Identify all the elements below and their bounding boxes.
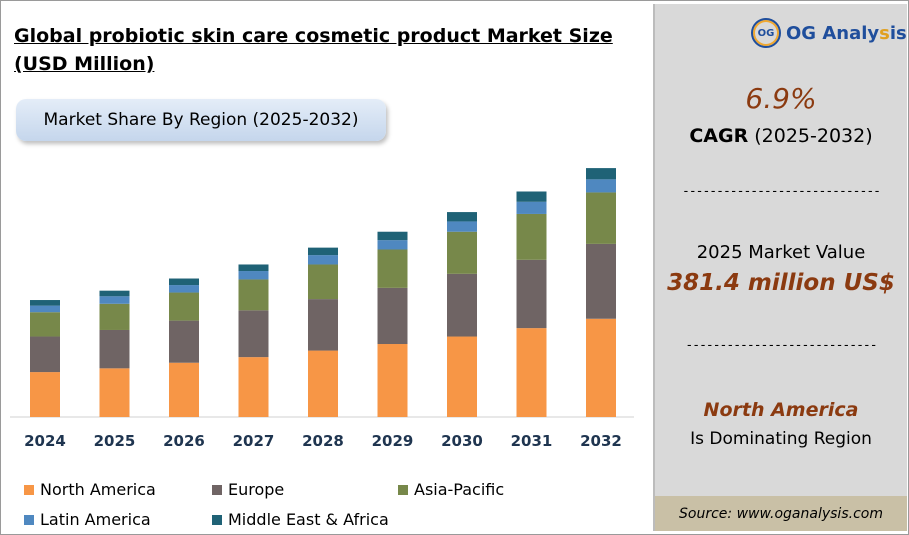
bar-2030-series-2 — [447, 231, 477, 274]
legend-swatch-2 — [398, 484, 408, 495]
bar-2025-series-2 — [99, 303, 130, 330]
bar-2025-series-4 — [99, 290, 130, 297]
bar-2031-series-0 — [516, 328, 547, 417]
bar-2029-series-0 — [377, 344, 408, 417]
market-value: 381.4 million US$ — [667, 270, 895, 296]
bar-2024-series-3 — [30, 305, 60, 313]
bar-2031-series-3 — [516, 201, 547, 214]
divider-1: ----------------------------- — [682, 184, 881, 199]
x-tick-label-2026: 2026 — [163, 432, 205, 450]
bar-2032-series-3 — [586, 179, 616, 193]
bar-2024-series-4 — [30, 300, 60, 306]
bar-2026-series-3 — [169, 285, 199, 293]
region-share-label: Market Share By Region (2025-2032) — [43, 110, 359, 130]
legend-label-2: Asia-Pacific — [414, 480, 505, 499]
bar-2026-series-2 — [169, 292, 199, 321]
stacked-bar-chart: 2024 2025 2026 2027 2028 2029 2030 2031 2032 — [10, 168, 634, 450]
legend-label-4: Middle East & Africa — [228, 510, 389, 529]
divider-2: ---------------------------- — [685, 338, 877, 353]
x-tick-label-2024: 2024 — [24, 432, 66, 450]
bar-2027-series-1 — [238, 310, 269, 358]
og-analysis-logo: OG OG Analy s is — [751, 18, 907, 48]
bar-2028-series-2 — [308, 264, 338, 300]
x-tick-label-2032: 2032 — [580, 432, 622, 450]
market-value-label: 2025 Market Value — [696, 242, 866, 263]
bar-2031-series-1 — [516, 259, 547, 329]
dominating-region: North America — [703, 399, 859, 421]
bar-2027-series-0 — [238, 357, 269, 417]
bar-2027-series-4 — [238, 264, 269, 272]
chart-legend: North America Europe Asia-Pacific Latin Ame… — [0, 476, 650, 532]
bar-2029-series-3 — [377, 240, 408, 250]
bar-2031-series-2 — [516, 213, 547, 260]
bar-2025-series-1 — [99, 329, 130, 369]
bar-2026-series-0 — [169, 362, 199, 417]
brand-name-part-2: s — [879, 22, 890, 44]
legend-item-0[interactable]: North America — [24, 480, 156, 499]
legend-label-3: Latin America — [40, 510, 151, 529]
brand-name-part-3: is — [889, 22, 907, 44]
legend-item-4[interactable]: Middle East & Africa — [212, 510, 389, 529]
bar-2030-series-1 — [447, 273, 477, 337]
x-tick-label-2027: 2027 — [233, 432, 275, 450]
cagr-label-period: (2025-2032) — [748, 125, 873, 147]
bar-2024-series-0 — [30, 372, 60, 417]
bar-2026-series-4 — [169, 278, 199, 286]
legend-item-3[interactable]: Latin America — [24, 510, 151, 529]
bar-2026-series-1 — [169, 320, 199, 363]
bar-2025-series-3 — [99, 296, 130, 304]
bar-2029-series-4 — [377, 231, 408, 241]
bar-2024-series-2 — [30, 312, 60, 337]
region-share-pill[interactable]: Market Share By Region (2025-2032) — [16, 99, 386, 141]
x-tick-label-2025: 2025 — [94, 432, 136, 450]
bar-2030-series-0 — [447, 336, 477, 417]
legend-swatch-3 — [24, 514, 34, 525]
bar-2029-series-1 — [377, 287, 408, 345]
bar-2028-series-3 — [308, 255, 338, 265]
legend-label-0: North America — [40, 480, 156, 499]
dominating-region-label: Is Dominating Region — [690, 429, 872, 449]
x-tick-label-2029: 2029 — [372, 432, 414, 450]
cagr-label-bold: CAGR — [689, 125, 749, 147]
og-logo-icon: OG — [751, 18, 781, 48]
bar-2028-series-1 — [308, 299, 338, 351]
bar-2025-series-0 — [99, 368, 130, 417]
bar-2030-series-3 — [447, 221, 477, 232]
summary-panel: OG OG Analy s is 6.9% CAGR (2025-2032) ---… — [653, 4, 907, 531]
bar-2024-series-1 — [30, 336, 60, 373]
bar-2031-series-4 — [516, 191, 547, 202]
legend-item-2[interactable]: Asia-Pacific — [398, 480, 504, 499]
legend-item-1[interactable]: Europe — [212, 480, 284, 499]
source-text: Source: www.oganalysis.com — [679, 505, 883, 522]
bar-2029-series-2 — [377, 249, 408, 288]
legend-label-1: Europe — [228, 480, 285, 499]
legend-swatch-1 — [212, 484, 222, 495]
cagr-value: 6.9% — [745, 82, 817, 115]
x-tick-label-2030: 2030 — [441, 432, 483, 450]
x-tick-label-2031: 2031 — [511, 432, 553, 450]
bar-2028-series-4 — [308, 247, 338, 256]
bar-2028-series-0 — [308, 350, 338, 417]
bar-2032-series-4 — [586, 168, 616, 180]
x-tick-label-2028: 2028 — [302, 432, 344, 450]
legend-swatch-0 — [24, 484, 34, 495]
bar-2030-series-4 — [447, 212, 477, 222]
bar-2027-series-2 — [238, 279, 269, 311]
source-bar[interactable]: Source: www.oganalysis.com — [655, 496, 907, 531]
legend-swatch-4 — [212, 514, 222, 525]
chart-title: Global probiotic skin care cosmetic prod… — [14, 25, 613, 75]
bar-2032-series-0 — [586, 318, 616, 417]
bar-2027-series-3 — [238, 271, 269, 280]
cagr-label: CAGR (2025-2032) — [655, 125, 907, 147]
bar-2032-series-2 — [586, 192, 616, 244]
bar-2032-series-1 — [586, 243, 616, 319]
brand-name-part-1: OG Analy — [786, 22, 880, 44]
